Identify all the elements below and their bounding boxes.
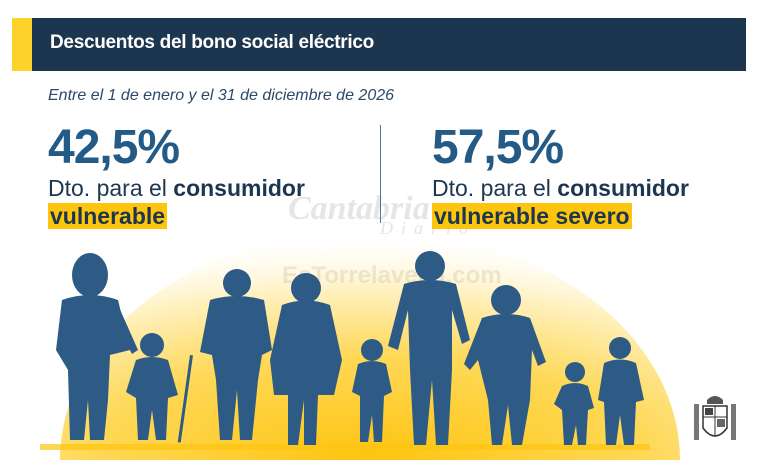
label-bold: consumidor <box>557 175 689 201</box>
divider <box>380 125 381 223</box>
person-toddler <box>554 362 594 445</box>
discount-vulnerable-label: Dto. para el consumidor vulnerable <box>48 174 305 230</box>
title-bar <box>32 18 746 71</box>
person-woman-1 <box>56 253 138 440</box>
person-man <box>388 251 470 445</box>
discount-vulnerable-value: 42,5% <box>48 121 180 174</box>
person-child-2 <box>352 339 392 442</box>
person-woman-3 <box>464 285 546 445</box>
discount-severe-label: Dto. para el consumidor vulnerable sever… <box>432 174 689 230</box>
label-bold: consumidor <box>173 175 305 201</box>
person-old-man-cane <box>177 269 272 443</box>
person-child-1 <box>126 333 178 440</box>
person-woman-2 <box>270 273 342 445</box>
title-accent <box>12 18 32 71</box>
watermark-cantabria: Cantabria <box>288 190 430 227</box>
ground-line <box>40 444 650 450</box>
label-highlight: vulnerable <box>48 203 168 229</box>
label-highlight: vulnerable severo <box>432 203 632 229</box>
page-title: Descuentos del bono social eléctrico <box>50 32 374 53</box>
spain-coat-of-arms-icon <box>694 396 736 440</box>
person-child-3 <box>598 337 644 445</box>
discount-severe-value: 57,5% <box>432 121 564 174</box>
label-prefix: Dto. para el <box>432 175 551 201</box>
label-prefix: Dto. para el <box>48 175 167 201</box>
date-range: Entre el 1 de enero y el 31 de diciembre… <box>48 87 395 104</box>
